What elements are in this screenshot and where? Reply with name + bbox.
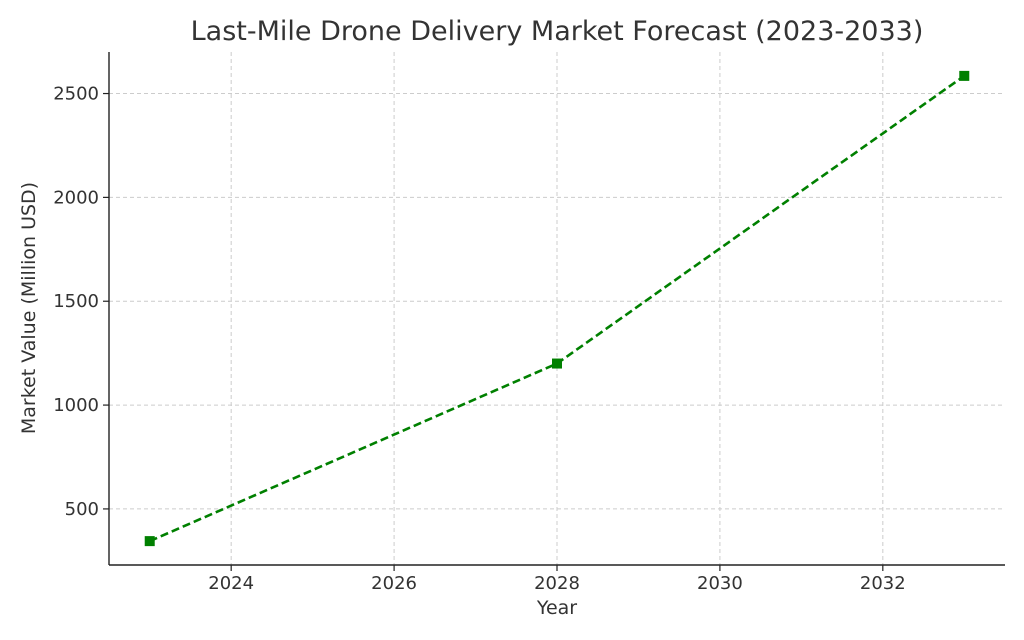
data-point-2033	[959, 70, 970, 81]
x-axis-label: Year	[536, 597, 577, 619]
chart-title: Last-Mile Drone Delivery Market Forecast…	[191, 16, 924, 47]
y-tick-label-1500: 1500	[53, 291, 99, 312]
data-point-2028	[552, 358, 562, 369]
y-tick-label-2000: 2000	[53, 187, 99, 208]
data-point-2023	[144, 536, 155, 547]
series-layer	[144, 70, 970, 547]
ticks-layer: 2024 2026 2028 2030 2032 500 1000 1500 2000 2500	[53, 84, 906, 594]
x-tick-label-2032: 2032	[860, 573, 906, 594]
x-tick-label-2024: 2024	[208, 573, 254, 594]
x-tick-label-2028: 2028	[534, 573, 580, 594]
y-axis-label: Market Value (Million USD)	[18, 182, 40, 434]
y-tick-label-500: 500	[65, 499, 99, 520]
x-tick-label-2026: 2026	[371, 573, 417, 594]
y-tick-label-2500: 2500	[53, 84, 99, 105]
y-tick-label-1000: 1000	[53, 395, 99, 416]
grid-layer	[109, 52, 1005, 565]
x-tick-label-2030: 2030	[697, 573, 743, 594]
